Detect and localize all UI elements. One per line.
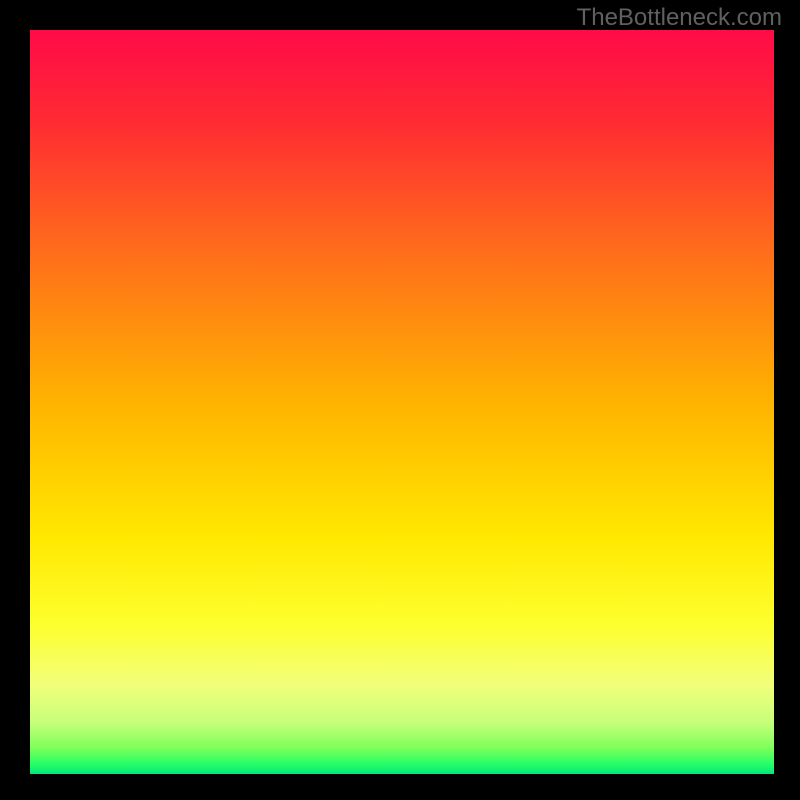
curves-layer (774, 30, 800, 774)
gradient-background (30, 30, 774, 774)
source-watermark: TheBottleneck.com (577, 4, 782, 32)
chart-frame: TheBottleneck.com (0, 0, 800, 800)
plot-area (30, 30, 774, 774)
